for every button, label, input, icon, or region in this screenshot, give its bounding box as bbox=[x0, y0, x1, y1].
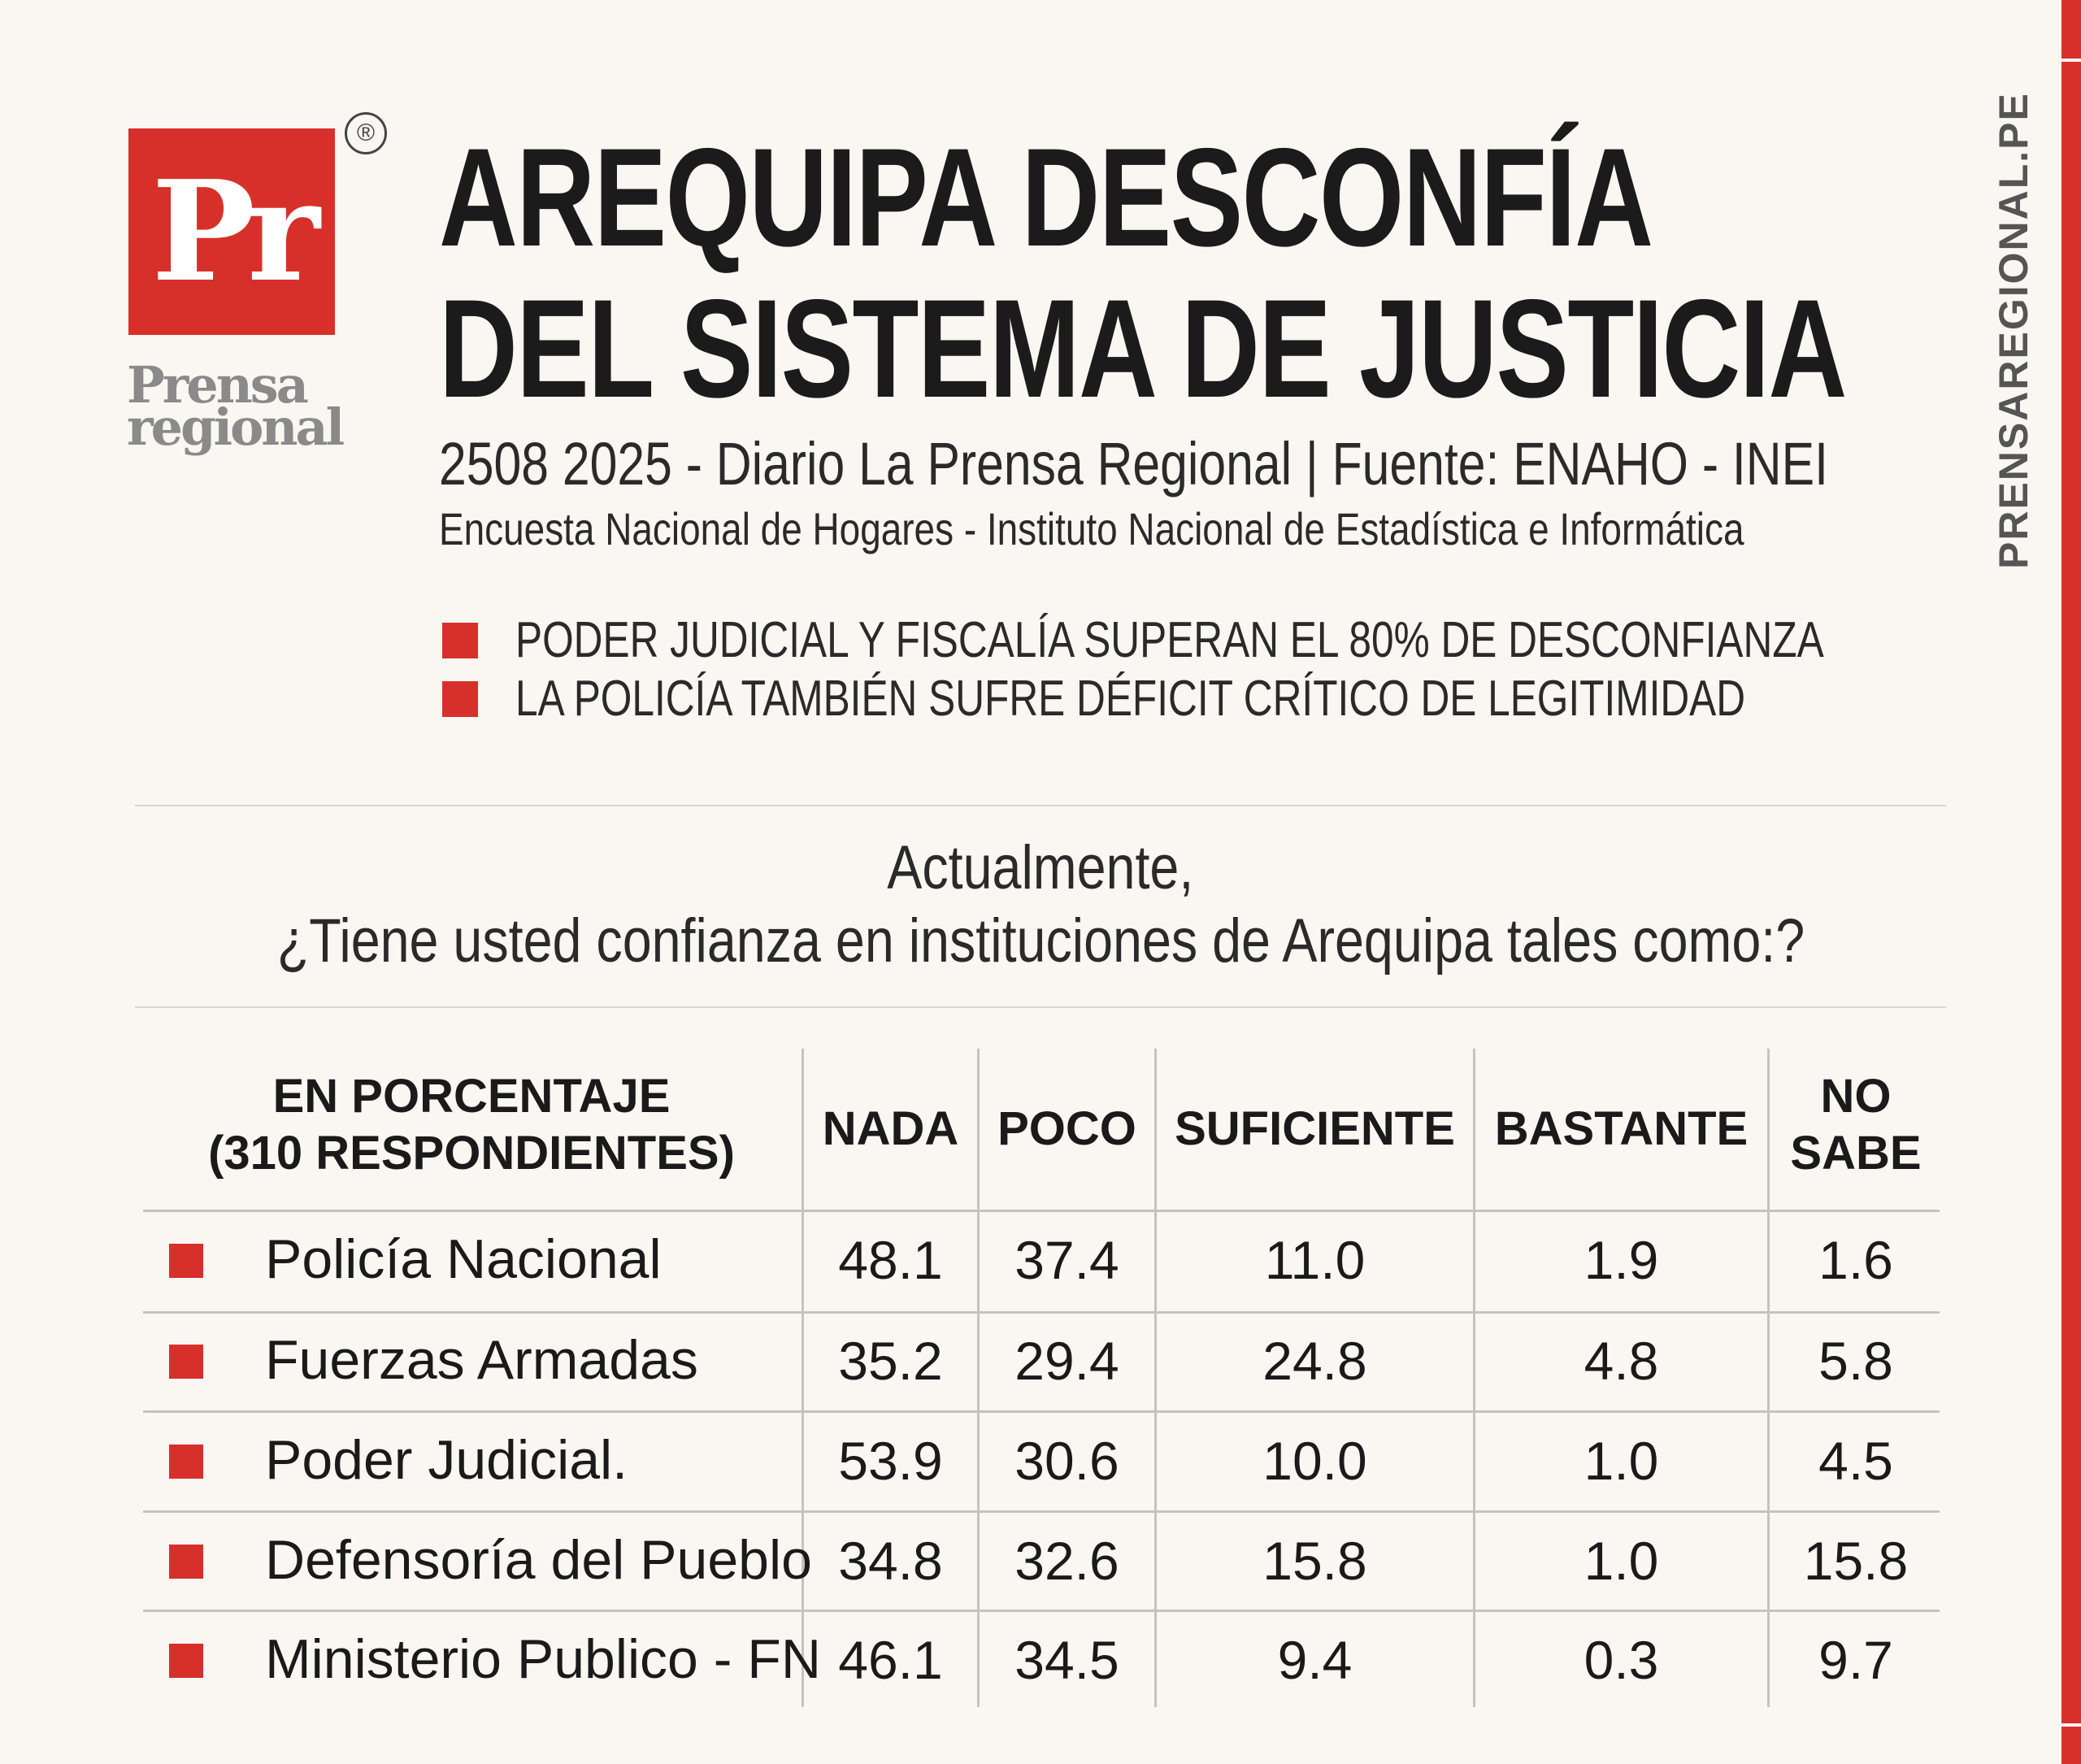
row-divider bbox=[143, 1410, 1940, 1413]
site-url-vertical: PRENSAREGIONAL.PE bbox=[1991, 92, 2036, 569]
column-header-line1: SUFICIENTE bbox=[1175, 1102, 1455, 1155]
row-divider bbox=[143, 1510, 1940, 1513]
row-divider bbox=[143, 1210, 1940, 1212]
column-header: NADA bbox=[804, 1101, 977, 1158]
table-cell: 1.0 bbox=[1584, 1531, 1659, 1591]
table-cell: 9.4 bbox=[1277, 1630, 1353, 1690]
table-cell: 24.8 bbox=[1262, 1331, 1367, 1391]
source-description: Encuesta Nacional de Hogares - Instituto… bbox=[439, 503, 1744, 554]
column-divider bbox=[1767, 1049, 1770, 1707]
table-cell: 35.2 bbox=[838, 1331, 943, 1391]
table-cell: 15.8 bbox=[1803, 1531, 1909, 1591]
table-cell: 11.0 bbox=[1264, 1230, 1366, 1290]
question-line1-text: Actualmente, bbox=[887, 833, 1194, 902]
column-header: BASTANTE bbox=[1475, 1101, 1767, 1158]
column-header-line1: BASTANTE bbox=[1494, 1102, 1749, 1155]
right-accent-bar bbox=[2061, 0, 2081, 1764]
column-divider bbox=[802, 1049, 804, 1707]
column-header: POCO bbox=[980, 1101, 1154, 1158]
table-cell: 1.0 bbox=[1584, 1431, 1659, 1491]
red-square-icon bbox=[442, 623, 478, 658]
corner-header-line1: EN PORCENTAJE bbox=[272, 1070, 671, 1123]
question-line2: ¿Tiene usted confianza en instituciones … bbox=[135, 906, 1946, 976]
key-point-text: PODER JUDICIAL Y FISCALÍA SUPERAN EL 80%… bbox=[515, 612, 1824, 668]
divider bbox=[135, 1006, 1946, 1008]
red-square-icon bbox=[169, 1445, 203, 1479]
column-header-line1: NO bbox=[1820, 1070, 1892, 1123]
brand-wordmark: Prensa regional bbox=[127, 355, 345, 457]
column-header: NO SABE bbox=[1770, 1068, 1942, 1182]
column-divider bbox=[1154, 1049, 1157, 1707]
table-cell: 9.7 bbox=[1818, 1630, 1893, 1690]
brand-line2: regional bbox=[127, 398, 345, 457]
row-divider bbox=[143, 1311, 1940, 1314]
bar-gap bbox=[2061, 59, 2081, 62]
table-cell: 34.5 bbox=[1014, 1630, 1119, 1690]
title-line2: DEL SISTEMA DE JUSTICIA bbox=[439, 271, 1847, 427]
column-header-line2: SABE bbox=[1790, 1127, 1922, 1180]
brand-line1: Prensa bbox=[127, 355, 309, 415]
table-cell: 4.5 bbox=[1818, 1431, 1893, 1491]
registered-icon: ® bbox=[345, 112, 387, 154]
table-cell: 10.0 bbox=[1262, 1431, 1367, 1491]
table-cell: 46.1 bbox=[838, 1630, 943, 1690]
row-label: Policía Nacional bbox=[265, 1228, 662, 1290]
column-header-line1: NADA bbox=[822, 1102, 959, 1155]
corner-header-line2: (310 RESPONDIENTES) bbox=[208, 1127, 735, 1180]
question-line1: Actualmente, bbox=[135, 832, 1946, 903]
table-cell: 1.9 bbox=[1584, 1230, 1659, 1290]
title-line1: AREQUIPA DESCONFÍA bbox=[439, 119, 1653, 276]
logo-mark: Pr bbox=[151, 150, 319, 313]
table-cell: 34.8 bbox=[838, 1531, 943, 1591]
red-square-icon bbox=[169, 1545, 203, 1579]
table-cell: 5.8 bbox=[1818, 1331, 1893, 1391]
red-square-icon bbox=[169, 1644, 203, 1678]
table-cell: 1.6 bbox=[1818, 1230, 1893, 1290]
table-cell: 37.4 bbox=[1014, 1230, 1119, 1290]
divider bbox=[135, 805, 1946, 806]
key-point-text: LA POLICÍA TAMBIÉN SUFRE DÉFICIT CRÍTICO… bbox=[515, 671, 1746, 727]
column-divider bbox=[1473, 1049, 1475, 1707]
table-cell: 32.6 bbox=[1014, 1531, 1119, 1591]
red-square-icon bbox=[169, 1244, 203, 1278]
row-label: Defensoría del Pueblo bbox=[265, 1529, 812, 1591]
page-title: AREQUIPA DESCONFÍA DEL SISTEMA DE JUSTIC… bbox=[439, 119, 1847, 427]
row-label: Fuerzas Armadas bbox=[265, 1329, 698, 1391]
column-header: SUFICIENTE bbox=[1157, 1101, 1473, 1158]
table-cell: 29.4 bbox=[1014, 1331, 1119, 1391]
red-square-icon bbox=[442, 681, 478, 717]
row-label: Poder Judicial. bbox=[265, 1429, 628, 1491]
question-line2-text: ¿Tiene usted confianza en instituciones … bbox=[276, 906, 1805, 975]
table-cell: 15.8 bbox=[1262, 1531, 1367, 1591]
row-divider bbox=[143, 1610, 1940, 1612]
red-square-icon bbox=[169, 1345, 203, 1379]
table-cell: 0.3 bbox=[1584, 1630, 1659, 1690]
table-cell: 48.1 bbox=[838, 1230, 943, 1290]
date-source-line: 2508 2025 - Diario La Prensa Regional | … bbox=[439, 430, 1828, 497]
table-cell: 53.9 bbox=[838, 1431, 943, 1491]
table-cell: 30.6 bbox=[1014, 1431, 1119, 1491]
logo: Pr bbox=[128, 128, 335, 335]
row-label: Ministerio Publico - FN bbox=[265, 1628, 821, 1690]
table-cell: 4.8 bbox=[1584, 1331, 1659, 1391]
corner-header: EN PORCENTAJE (310 RESPONDIENTES) bbox=[146, 1068, 797, 1182]
column-divider bbox=[977, 1049, 980, 1707]
column-header-line1: POCO bbox=[997, 1102, 1136, 1155]
bar-gap bbox=[2061, 1723, 2081, 1727]
